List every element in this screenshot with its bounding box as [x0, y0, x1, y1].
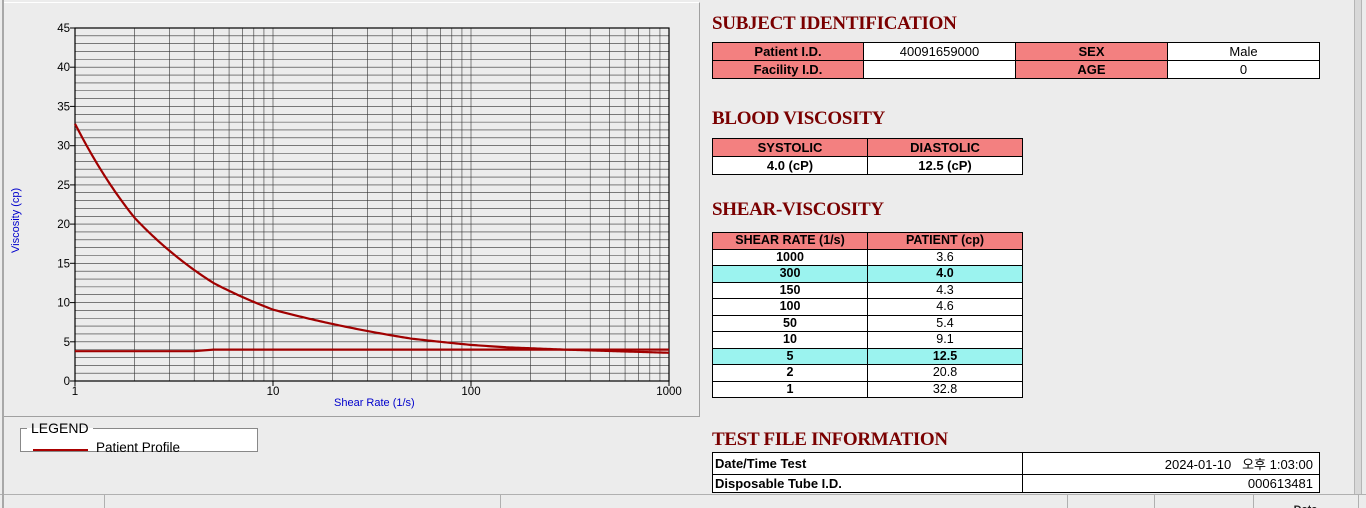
svg-text:30: 30: [57, 141, 70, 153]
svg-text:5: 5: [64, 337, 70, 349]
svg-text:15: 15: [57, 258, 70, 270]
svg-text:0: 0: [64, 376, 70, 388]
svg-text:100: 100: [461, 386, 480, 398]
svg-text:35: 35: [57, 101, 70, 113]
svg-text:20: 20: [57, 219, 70, 231]
svg-text:1: 1: [72, 386, 78, 398]
svg-text:40: 40: [57, 62, 70, 74]
svg-text:25: 25: [57, 180, 70, 192]
svg-text:10: 10: [57, 298, 70, 310]
svg-text:45: 45: [57, 23, 70, 35]
svg-text:1000: 1000: [656, 386, 682, 398]
svg-text:10: 10: [267, 386, 280, 398]
